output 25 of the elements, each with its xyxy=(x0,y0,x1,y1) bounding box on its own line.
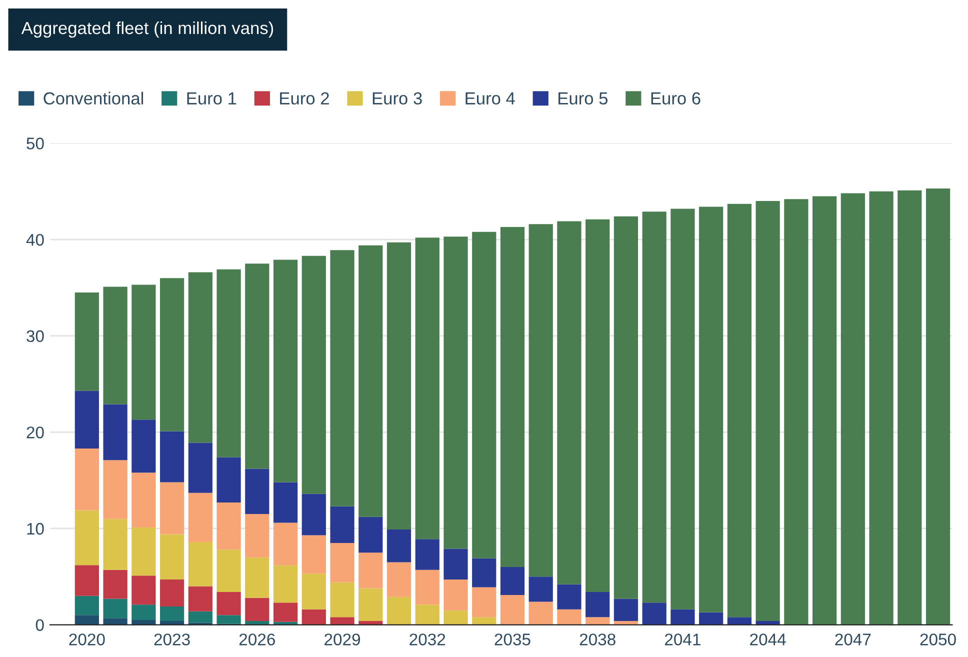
x-tick-label: 2044 xyxy=(750,634,786,646)
x-tick-label: 2032 xyxy=(410,634,446,646)
x-tick-label: 2041 xyxy=(665,634,700,646)
legend-label: Euro 2 xyxy=(280,92,329,105)
x-tick-label: 2026 xyxy=(239,634,275,646)
y-tick-label: 40 xyxy=(26,234,44,246)
legend-label: Euro 5 xyxy=(558,92,608,105)
y-tick-label: 0 xyxy=(36,619,44,632)
legend-label: Euro 4 xyxy=(466,92,515,105)
legend-label: Conventional xyxy=(44,92,144,105)
x-tick-label: 2029 xyxy=(324,634,360,646)
y-tick-label: 50 xyxy=(26,138,44,150)
y-tick-label: 10 xyxy=(27,522,44,535)
x-tick-label: 2050 xyxy=(920,634,956,646)
legend-label: Euro 3 xyxy=(372,92,422,105)
chart-title: Aggregated fleet (in million vans) xyxy=(21,21,274,38)
y-tick-label: 20 xyxy=(26,426,44,438)
x-tick-label: 2047 xyxy=(835,634,871,646)
x-tick-label: 2035 xyxy=(494,634,530,646)
x-tick-label: 2023 xyxy=(154,634,190,646)
x-tick-label: 2038 xyxy=(580,634,616,646)
x-tick-label: 2020 xyxy=(69,634,105,646)
y-tick-label: 30 xyxy=(26,330,44,342)
legend-label: Euro 6 xyxy=(651,92,700,105)
legend-label: Euro 1 xyxy=(187,92,236,105)
